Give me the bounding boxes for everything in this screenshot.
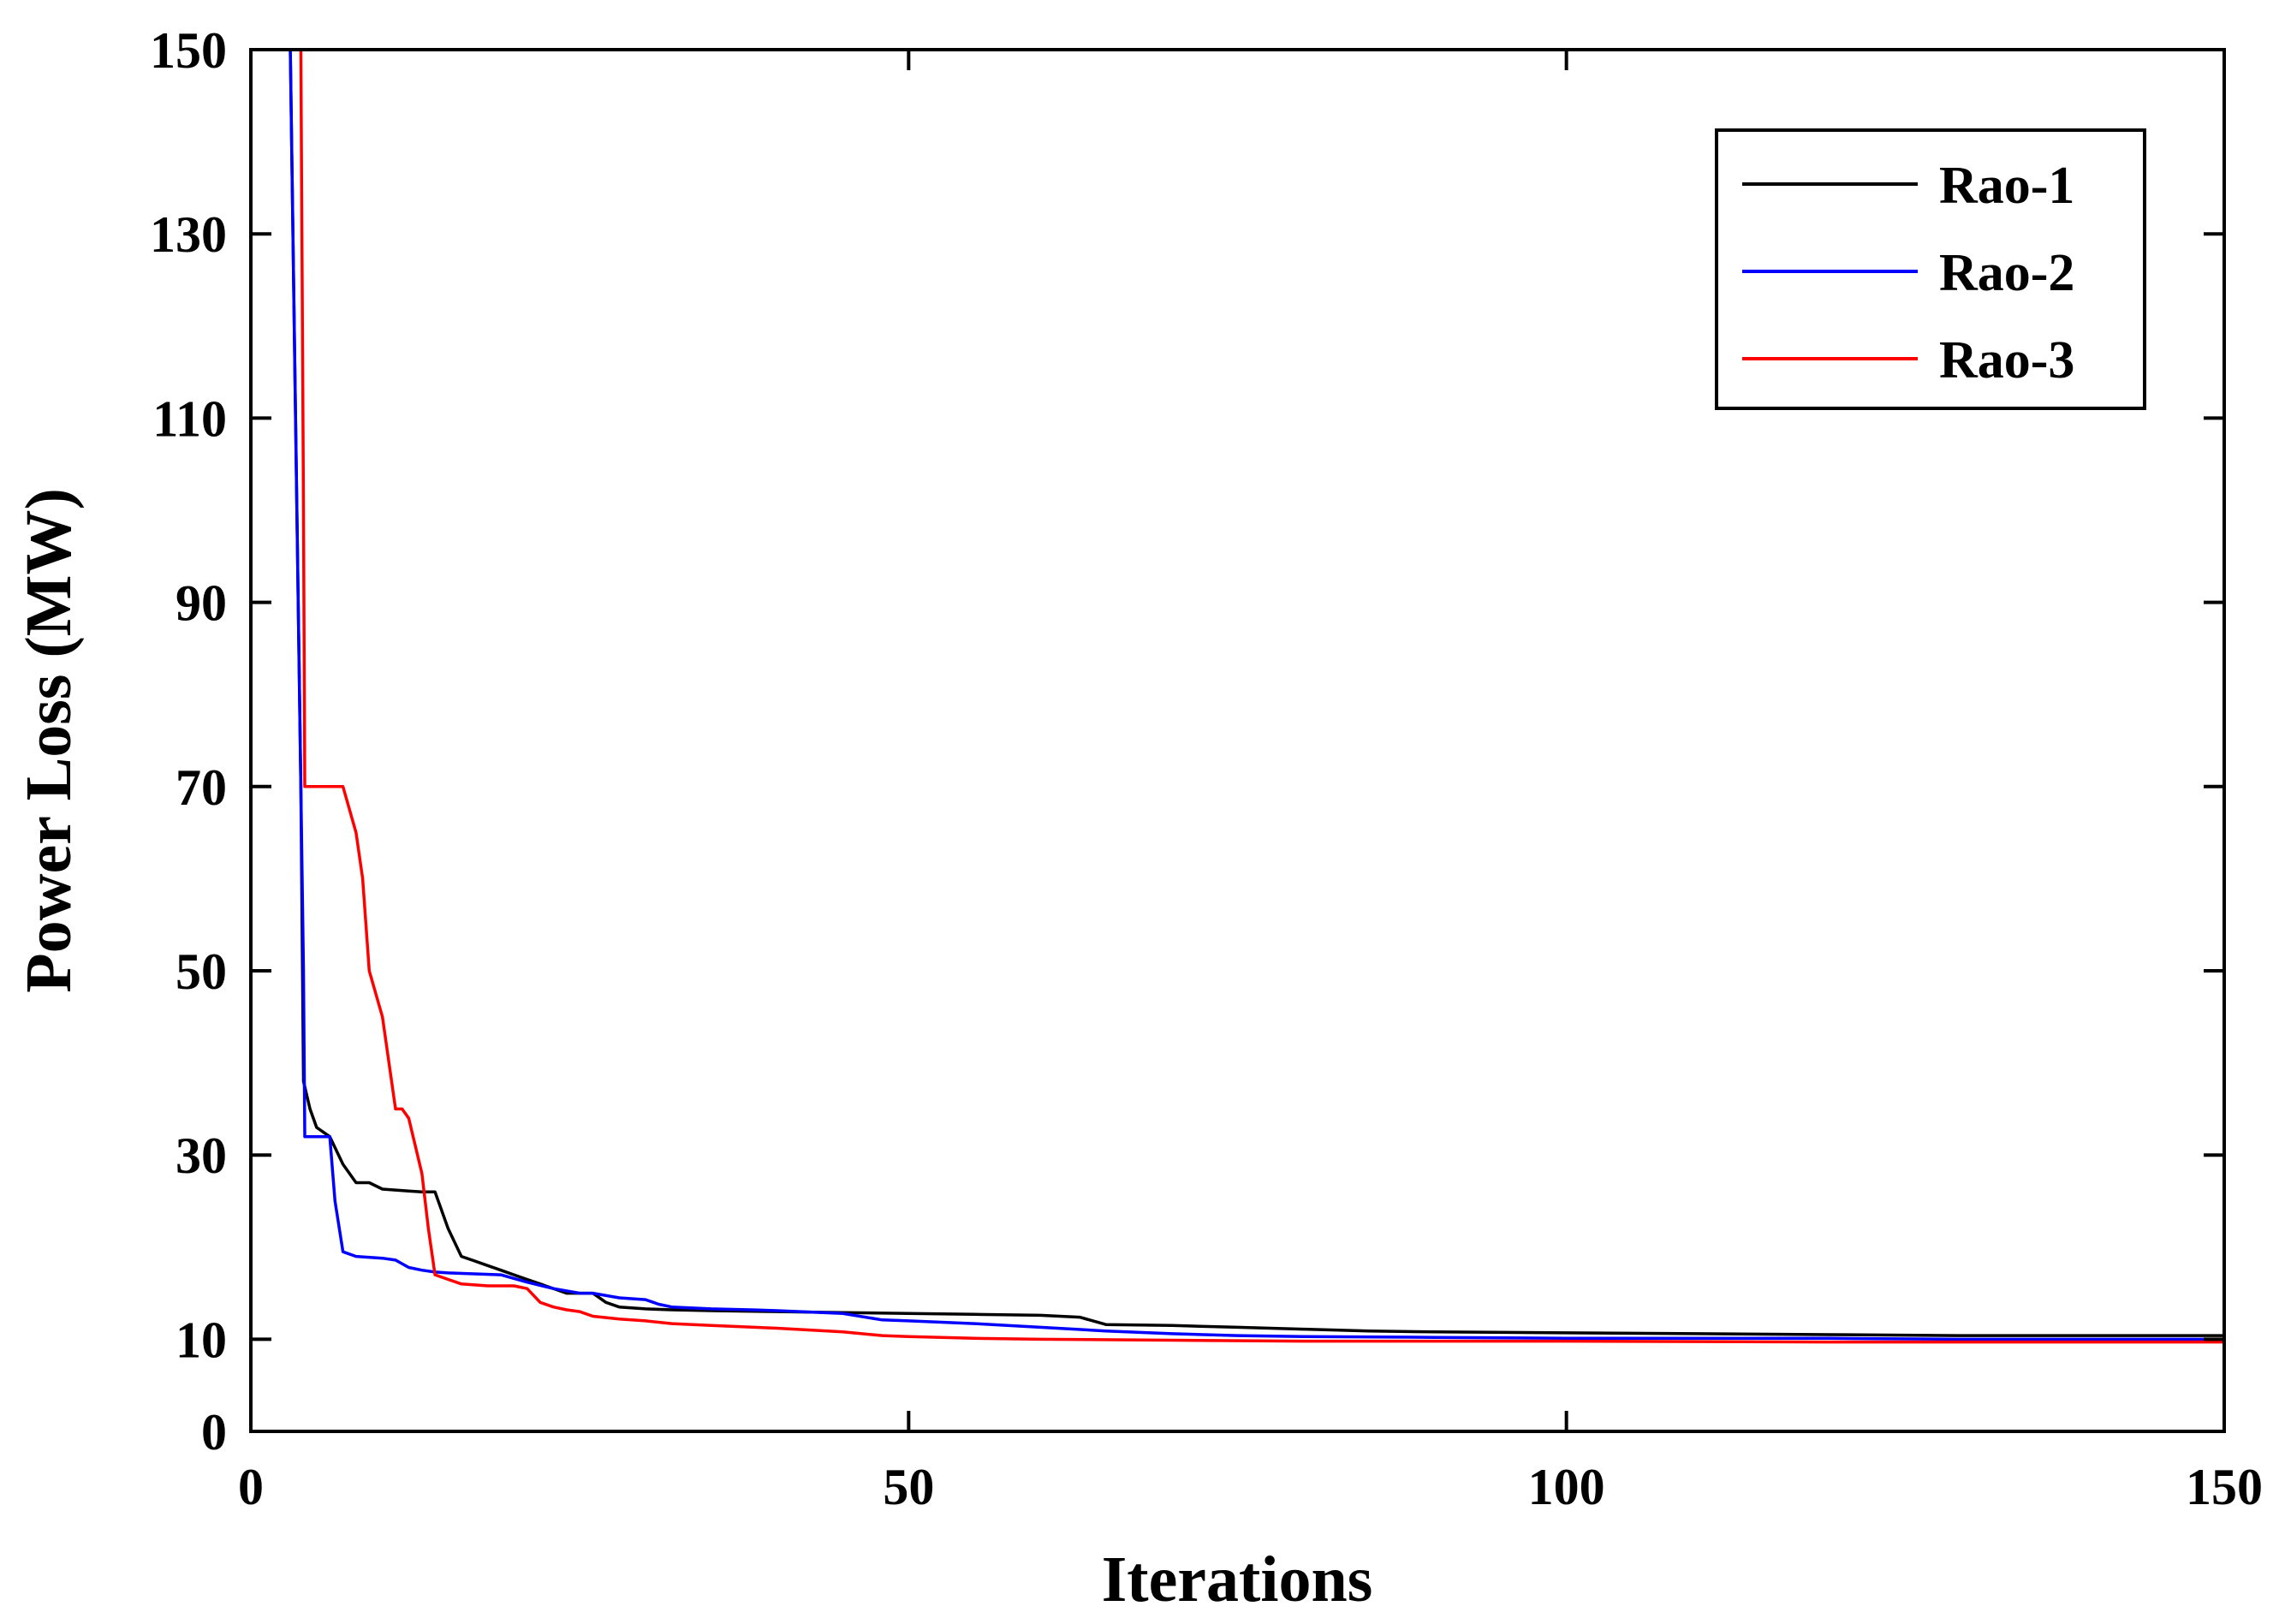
y-tick-label: 10 <box>176 1312 227 1368</box>
x-tick-label: 100 <box>1528 1459 1605 1515</box>
y-tick-label: 30 <box>176 1127 227 1184</box>
x-axis-title: Iterations <box>1102 1544 1373 1615</box>
x-tick-label: 150 <box>2186 1459 2263 1515</box>
y-axis-title: Power Loss (MW) <box>13 488 85 993</box>
series-line-rao-2 <box>289 50 2224 1341</box>
legend-box <box>1715 128 2146 410</box>
series-layer <box>289 50 2224 1344</box>
legend-label-rao-2: Rao-2 <box>1939 244 2074 302</box>
y-tick-label: 70 <box>176 759 227 816</box>
x-tick-label: 50 <box>883 1459 934 1515</box>
plot-frame <box>249 48 2226 1433</box>
x-tick-label: 0 <box>238 1459 264 1515</box>
y-tick-label: 90 <box>176 575 227 632</box>
legend-label-rao-3: Rao-3 <box>1939 331 2074 390</box>
y-tick-label: 0 <box>201 1404 227 1460</box>
legend-label-rao-1: Rao-1 <box>1939 157 2074 215</box>
y-tick-label: 50 <box>176 943 227 1000</box>
y-tick-label: 130 <box>150 206 227 263</box>
ticks-layer: 0 50 100 150 0 10 30 50 70 90 110 130 150 <box>150 22 2263 1515</box>
legend: Rao-1 Rao-2 Rao-3 <box>1715 128 2146 410</box>
y-tick-label: 110 <box>152 390 227 447</box>
series-line-rao-3 <box>296 50 2224 1344</box>
y-tick-label: 150 <box>150 22 227 79</box>
